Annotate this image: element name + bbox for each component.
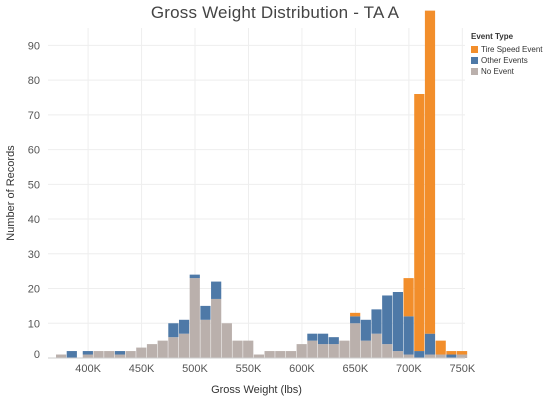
y-tick-label: 40 [28,214,40,226]
x-tick-label: 550K [236,363,262,375]
histogram-bar[interactable] [93,351,104,358]
histogram-bar[interactable] [189,274,200,279]
histogram-bar[interactable] [414,351,425,358]
legend-item-no-event[interactable]: No Event [471,66,549,77]
histogram-bar[interactable] [328,344,339,358]
histogram-bar[interactable] [275,351,286,358]
legend: Event Type Tire Speed Event Other Events… [471,32,549,77]
histogram-bar[interactable] [253,354,265,358]
histogram-bar[interactable] [446,354,457,358]
y-tick-label: 90 [28,40,40,52]
grid-lines [48,28,465,358]
histogram-bar[interactable] [392,292,404,352]
legend-swatch [471,46,478,53]
histogram-bar[interactable] [371,309,382,334]
histogram-bar[interactable] [392,351,404,358]
histogram-bar[interactable] [200,319,211,358]
histogram-bar[interactable] [382,295,393,345]
histogram-bar[interactable] [446,351,457,355]
histogram-bar[interactable] [456,354,468,358]
x-tick-label: 500K [182,363,208,375]
histogram-bar[interactable] [178,333,190,358]
y-tick-label: 50 [28,179,40,191]
x-tick-label: 600K [289,363,315,375]
legend-label: Other Events [481,56,528,65]
legend-label: No Event [481,67,514,76]
histogram-bar[interactable] [339,340,350,358]
histogram-bar[interactable] [424,333,436,355]
histogram-bar[interactable] [435,340,446,355]
legend-label: Tire Speed Event [481,45,543,54]
histogram-bar[interactable] [350,323,361,358]
x-tick-label: 750K [449,363,475,375]
histogram-bar[interactable] [189,278,200,358]
legend-item-tire-speed-event[interactable]: Tire Speed Event [471,44,549,55]
histogram-bar[interactable] [424,10,436,334]
histogram-bar[interactable] [243,340,254,358]
histogram-bar[interactable] [403,316,414,355]
histogram-bar[interactable] [435,354,446,358]
y-tick-label: 0 [34,349,40,361]
histogram-bar[interactable] [146,344,158,358]
histogram-bar[interactable] [114,354,126,358]
histogram-bar[interactable] [264,351,275,358]
histogram-bar[interactable] [178,319,190,334]
histogram-bar[interactable] [307,333,318,341]
histogram-bar[interactable] [285,351,297,358]
histogram-bar[interactable] [317,344,329,358]
x-tick-label: 450K [129,363,155,375]
histogram-bar[interactable] [371,333,382,358]
histogram-bar[interactable] [136,347,147,358]
histogram-bar[interactable] [221,323,232,358]
histogram-bar[interactable] [168,323,179,338]
axes: 0 10 20 30 40 50 60 70 80 90 400K 450K 500K 550K 600K 6… [28,40,476,375]
y-tick-label: 10 [28,318,40,330]
histogram-bar[interactable] [211,281,222,299]
y-tick-label: 30 [28,249,40,261]
histogram-bar[interactable] [360,319,371,341]
histogram-bar[interactable] [360,340,371,358]
histogram-bar[interactable] [82,351,93,355]
histogram-bar[interactable] [403,354,414,358]
histogram-bar[interactable] [114,351,126,355]
y-tick-label: 70 [28,110,40,122]
histogram-bar[interactable] [200,305,211,320]
x-tick-label: 400K [75,363,101,375]
y-tick-label: 60 [28,145,40,157]
histogram-bar[interactable] [296,344,307,358]
x-axis-title: Gross Weight (lbs) [211,384,302,396]
legend-item-other-events[interactable]: Other Events [471,55,549,66]
histogram-bar[interactable] [350,316,361,324]
histogram-bar[interactable] [424,354,436,358]
legend-swatch [471,57,478,64]
legend-title: Event Type [471,32,514,41]
legend-swatch [471,68,478,75]
histogram-bar[interactable] [125,351,136,358]
y-tick-label: 80 [28,75,40,87]
histogram-bar[interactable] [382,344,393,358]
histogram-bar[interactable] [328,337,339,345]
histogram-bar[interactable] [157,340,168,358]
histogram-bar[interactable] [403,278,414,317]
chart-title: Gross Weight Distribution - TA A [150,3,400,22]
histogram-bar[interactable] [414,94,425,352]
bars [56,10,468,358]
histogram-bar[interactable] [211,298,222,358]
x-tick-label: 700K [396,363,422,375]
histogram-bar[interactable] [456,351,468,355]
histogram-bar[interactable] [56,354,67,358]
y-tick-label: 20 [28,284,40,296]
y-axis-title: Number of Records [5,145,17,241]
histogram-bar[interactable] [317,333,329,345]
histogram-bar[interactable] [232,340,243,358]
histogram-bar[interactable] [82,354,93,358]
histogram-bar[interactable] [104,351,115,358]
x-tick-label: 650K [343,363,369,375]
histogram-bar[interactable] [168,337,179,358]
histogram-bar[interactable] [66,351,77,358]
histogram-bar[interactable] [307,340,318,358]
histogram-bar[interactable] [350,312,361,317]
